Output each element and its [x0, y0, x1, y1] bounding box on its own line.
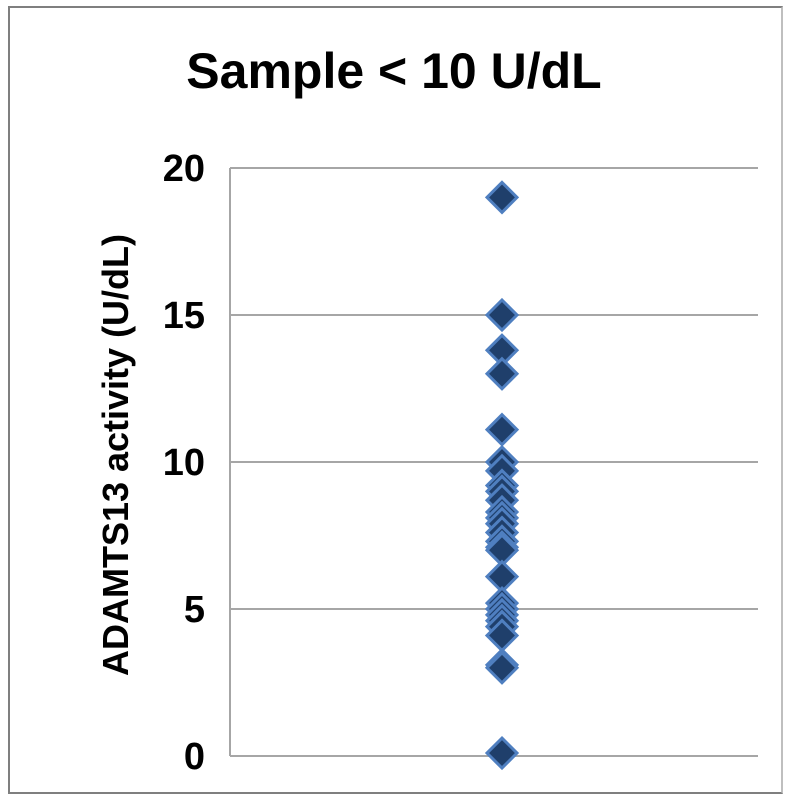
chart-frame	[8, 6, 783, 794]
data-point	[484, 735, 520, 771]
y-tick-label: 5	[184, 589, 205, 631]
data-point	[484, 412, 520, 447]
data-point	[484, 650, 520, 685]
y-tick-label: 20	[163, 148, 205, 190]
y-tick-label: 15	[163, 295, 205, 337]
y-axis-label: ADAMTS13 activity (U/dL)	[95, 234, 136, 676]
data-point	[484, 180, 520, 215]
chart-title: Sample < 10 U/dL	[186, 43, 602, 99]
data-point	[484, 297, 520, 333]
data-point	[484, 356, 520, 391]
y-tick-label: 0	[184, 736, 205, 778]
y-tick-label: 10	[163, 442, 205, 484]
